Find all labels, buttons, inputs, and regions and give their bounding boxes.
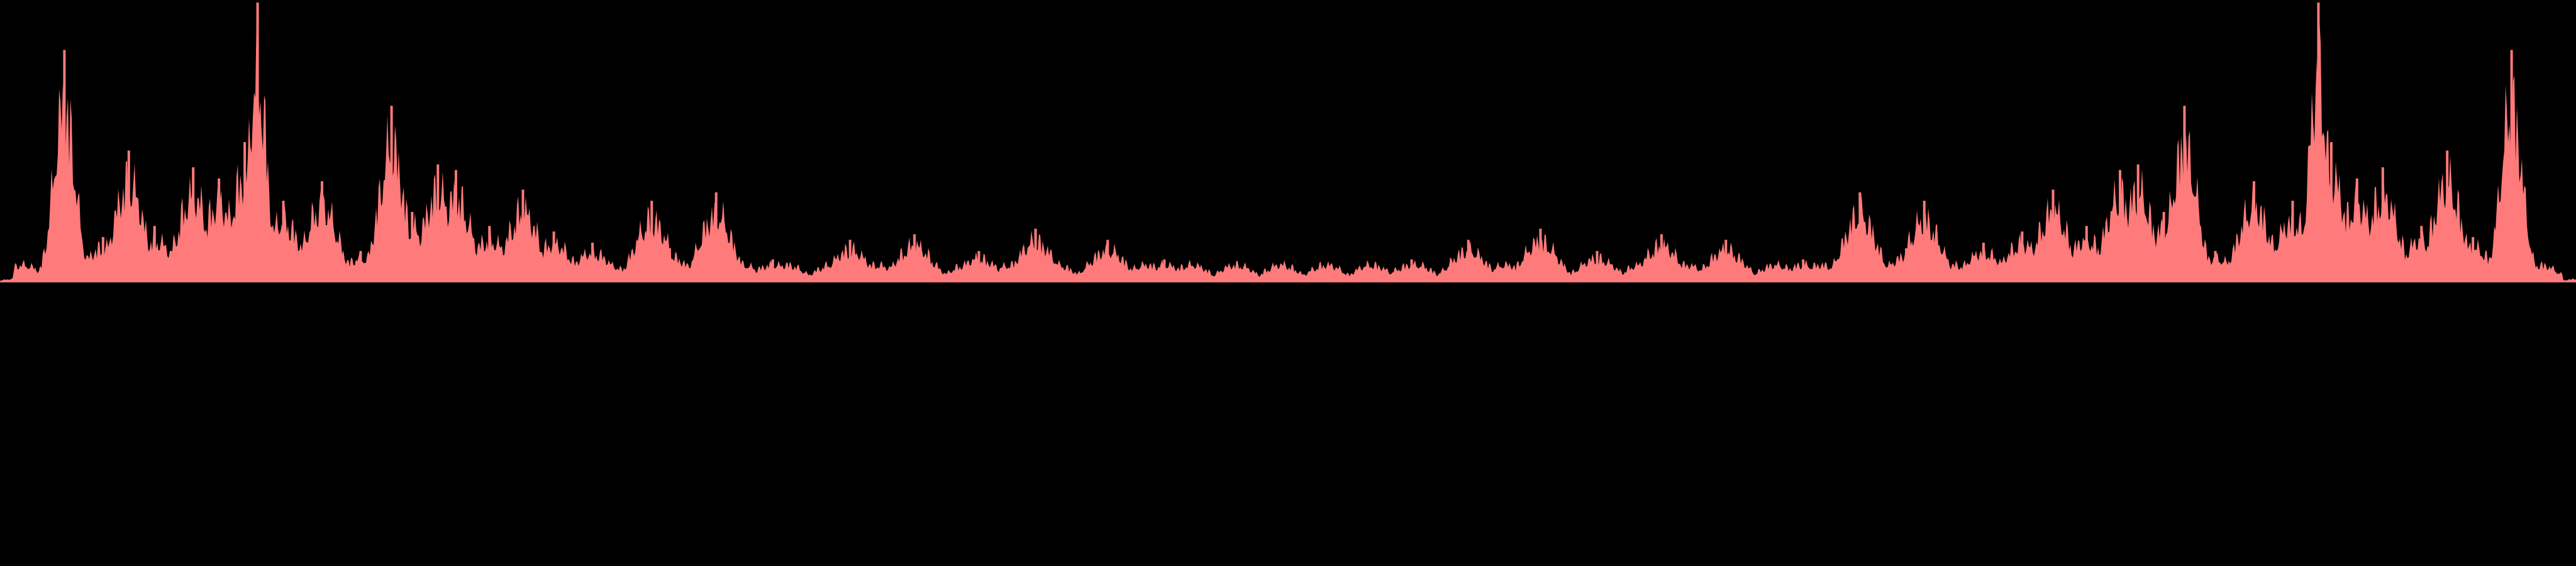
spectrum-series [0, 3, 2576, 282]
